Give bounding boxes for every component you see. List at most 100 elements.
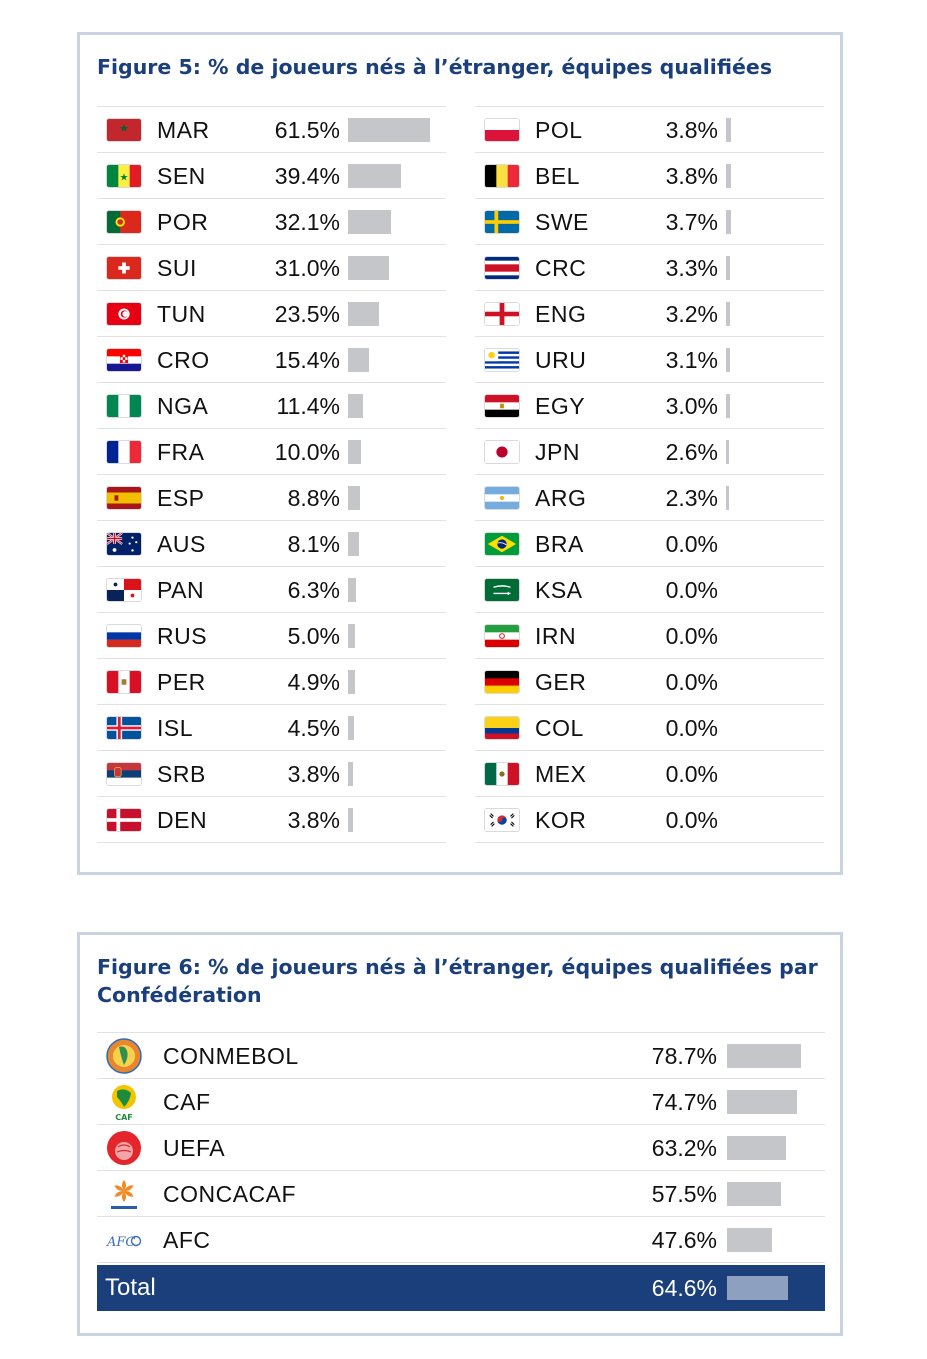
country-row-col: COL 0.0% xyxy=(475,705,824,751)
country-row-isl: ISL 4.5% xyxy=(97,705,446,751)
confederation-name: UEFA xyxy=(163,1135,226,1161)
country-row-arg: ARG 2.3% xyxy=(475,475,824,521)
country-row-irn: IRN 0.0% xyxy=(475,613,824,659)
country-code: COL xyxy=(535,715,584,741)
country-percent: 0.0% xyxy=(665,577,718,603)
switzerland-flag-icon xyxy=(106,256,142,280)
country-row-aus: AUS 8.1% xyxy=(97,521,446,567)
bar-afc xyxy=(727,1228,772,1252)
country-code: TUN xyxy=(157,301,206,327)
bar-per xyxy=(348,670,355,694)
country-row-per: PER 4.9% xyxy=(97,659,446,705)
country-code: MAR xyxy=(157,117,210,143)
country-code: GER xyxy=(535,669,587,695)
country-code: EGY xyxy=(535,393,586,419)
country-row-bel: BEL 3.8% xyxy=(475,153,824,199)
peru-flag-icon xyxy=(106,670,142,694)
confederation-name: CAF xyxy=(163,1089,211,1115)
iceland-flag-icon xyxy=(106,716,142,740)
total-bar xyxy=(727,1276,788,1300)
country-code: BRA xyxy=(535,531,584,557)
concacaf-logo-icon xyxy=(105,1175,143,1213)
panama-flag-icon xyxy=(106,578,142,602)
country-percent: 0.0% xyxy=(665,761,718,787)
country-code: ARG xyxy=(535,485,587,511)
bar-isl xyxy=(348,716,354,740)
country-code: URU xyxy=(535,347,587,373)
country-percent: 3.8% xyxy=(665,117,718,143)
bar-sui xyxy=(348,256,390,280)
senegal-flag-icon xyxy=(106,164,142,188)
country-percent: 3.8% xyxy=(287,807,340,833)
country-row-cro: CRO 15.4% xyxy=(97,337,446,383)
afc-logo-icon: AFC xyxy=(105,1221,143,1259)
country-percent: 3.8% xyxy=(665,163,718,189)
morocco-flag-icon xyxy=(106,118,142,142)
total-label: Total xyxy=(105,1274,156,1301)
russia-flag-icon xyxy=(106,624,142,648)
country-percent: 3.0% xyxy=(665,393,718,419)
country-row-swe: SWE 3.7% xyxy=(475,199,824,245)
confederation-percent: 78.7% xyxy=(651,1043,717,1069)
country-row-crc: CRC 3.3% xyxy=(475,245,824,291)
bar-pol xyxy=(726,118,732,142)
caf-logo-icon: CAF xyxy=(105,1083,143,1121)
country-percent: 6.3% xyxy=(287,577,340,603)
bar-arg xyxy=(726,486,730,510)
country-code: KOR xyxy=(535,807,587,833)
country-row-esp: ESP 8.8% xyxy=(97,475,446,521)
confederation-row-uefa: UEFA 63.2% xyxy=(97,1125,825,1171)
confederation-percent: 63.2% xyxy=(651,1135,717,1161)
bar-concacaf xyxy=(727,1182,782,1206)
bar-caf xyxy=(727,1090,798,1114)
confederation-row-concacaf: CONCACAF 57.5% xyxy=(97,1171,825,1217)
country-row-jpn: JPN 2.6% xyxy=(475,429,824,475)
country-code: CRC xyxy=(535,255,587,281)
country-code: ISL xyxy=(157,715,194,741)
country-percent: 3.8% xyxy=(287,761,340,787)
confederation-name: AFC xyxy=(163,1227,211,1253)
country-percent: 3.3% xyxy=(665,255,718,281)
country-percent: 8.8% xyxy=(287,485,340,511)
denmark-flag-icon xyxy=(106,808,142,832)
portugal-flag-icon xyxy=(106,210,142,234)
bar-aus xyxy=(348,532,359,556)
country-code: MEX xyxy=(535,761,587,787)
figure-5-right-column: POL 3.8% BEL 3.8% SWE 3.7% CRC 3.3% ENG 3.2% URU 3.… xyxy=(475,106,824,843)
australia-flag-icon xyxy=(106,532,142,556)
svg-text:AFC: AFC xyxy=(106,1235,135,1250)
bar-egy xyxy=(726,394,730,418)
country-percent: 3.1% xyxy=(665,347,718,373)
iran-flag-icon xyxy=(484,624,520,648)
country-row-por: POR 32.1% xyxy=(97,199,446,245)
figure-5-title: Figure 5: % de joueurs nés à l’étranger,… xyxy=(97,55,773,79)
country-row-ger: GER 0.0% xyxy=(475,659,824,705)
sweden-flag-icon xyxy=(484,210,520,234)
bar-uru xyxy=(726,348,731,372)
country-percent: 5.0% xyxy=(287,623,340,649)
country-code: FRA xyxy=(157,439,205,465)
england-flag-icon xyxy=(484,302,520,326)
country-percent: 0.0% xyxy=(665,669,718,695)
bar-bel xyxy=(726,164,732,188)
bar-esp xyxy=(348,486,360,510)
country-percent: 0.0% xyxy=(665,531,718,557)
country-row-pol: POL 3.8% xyxy=(475,107,824,153)
country-percent: 0.0% xyxy=(665,623,718,649)
country-code: NGA xyxy=(157,393,209,419)
uruguay-flag-icon xyxy=(484,348,520,372)
country-code: RUS xyxy=(157,623,208,649)
bar-srb xyxy=(348,762,354,786)
country-percent: 61.5% xyxy=(274,117,340,143)
uefa-logo-icon xyxy=(105,1129,143,1167)
country-code: KSA xyxy=(535,577,583,603)
country-percent: 3.2% xyxy=(665,301,718,327)
country-code: SWE xyxy=(535,209,589,235)
poland-flag-icon xyxy=(484,118,520,142)
country-row-den: DEN 3.8% xyxy=(97,797,446,843)
country-percent: 4.5% xyxy=(287,715,340,741)
serbia-flag-icon xyxy=(106,762,142,786)
country-code: SEN xyxy=(157,163,206,189)
total-value: 64.6% xyxy=(651,1275,717,1301)
confederation-name: CONCACAF xyxy=(163,1181,297,1207)
